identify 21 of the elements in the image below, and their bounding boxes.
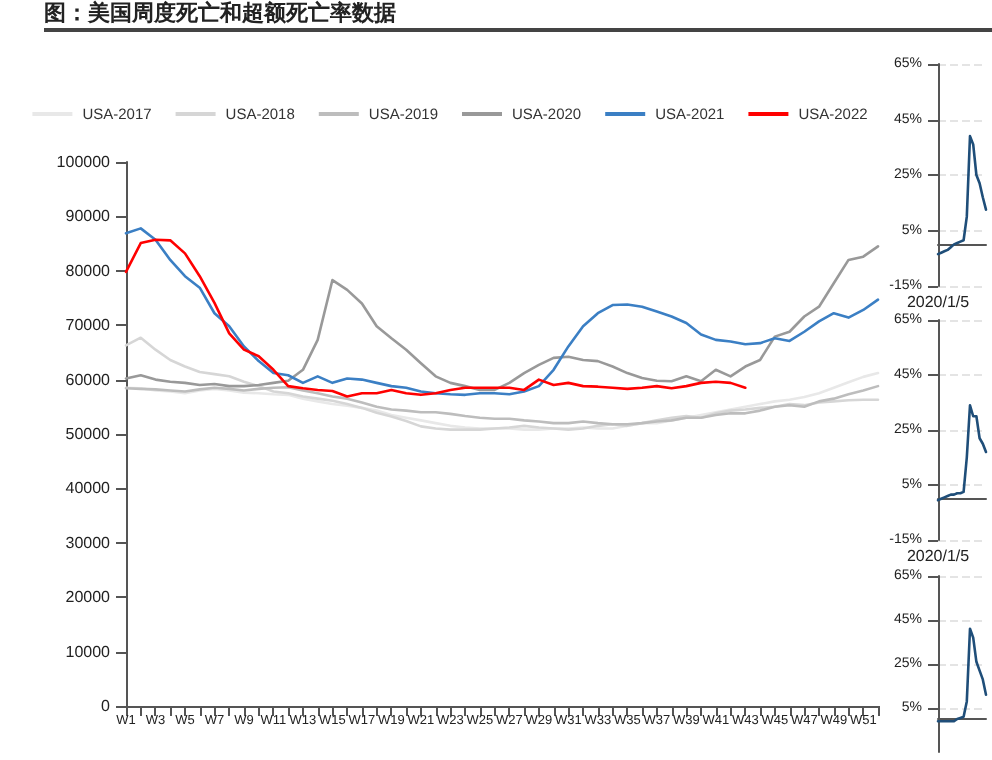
- y-tick-label: 40000: [65, 479, 112, 498]
- line-series: [124, 336, 880, 431]
- y-tick-label: 20000: [65, 588, 112, 607]
- x-tick-label: 2020/1/5: [906, 547, 971, 565]
- y-tick-label: 60000: [65, 370, 112, 389]
- chart-title: 图：美国周度死亡和超额死亡率数据: [44, 0, 992, 32]
- y-tick-label: 80000: [65, 261, 112, 280]
- y-tick-label: 30000: [65, 533, 112, 552]
- line-series: [124, 238, 747, 398]
- line-series: [124, 384, 880, 426]
- y-tick-label: 50000: [65, 425, 112, 443]
- x-tick-label: 2020/1/5: [906, 293, 971, 311]
- y-tick-label: 90000: [65, 207, 112, 226]
- line-series: [124, 371, 880, 431]
- y-tick-label: 70000: [65, 316, 112, 335]
- y-tick-label: 100000: [56, 153, 112, 171]
- line-series: [936, 627, 988, 723]
- line-series: [936, 134, 988, 256]
- line-series: [936, 403, 988, 502]
- y-tick-label: 0: [101, 697, 112, 715]
- y-tick-label: 10000: [65, 642, 112, 661]
